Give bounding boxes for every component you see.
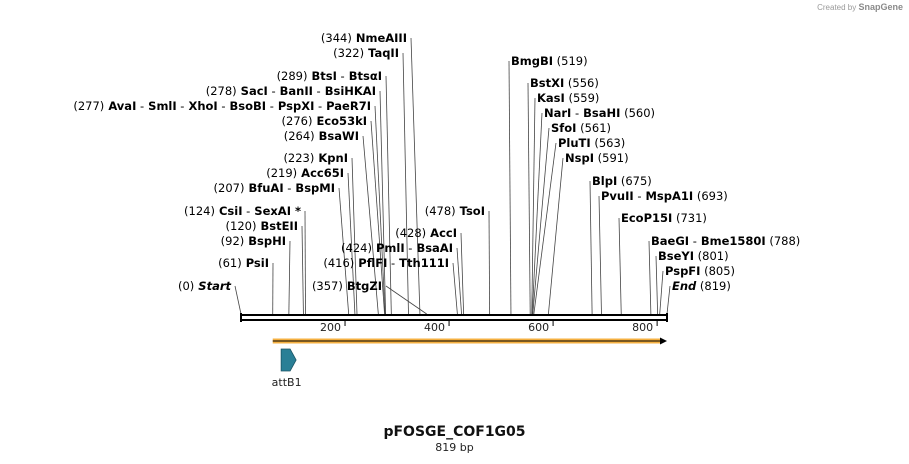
leader-line: [548, 157, 564, 315]
site-label-120-bsteii[interactable]: (120) BstEII: [226, 219, 298, 233]
leader-line: [452, 262, 458, 315]
credit-prefix: Created by: [817, 3, 857, 12]
site-label-nspi-591[interactable]: NspI (591): [565, 151, 629, 165]
leader-line: [385, 285, 427, 315]
site-label-219-acc65i[interactable]: (219) Acc65I: [266, 166, 344, 180]
leader-line: [234, 285, 242, 315]
site-label-124-csii-sexai[interactable]: (124) CsiI - SexAI *: [184, 204, 301, 218]
dna-backbone: 200 400 600 800: [240, 313, 668, 334]
site-label-0-start[interactable]: (0) Start: [178, 279, 232, 293]
ruler-tick-label: 200: [320, 321, 341, 334]
leader-line: [659, 270, 664, 315]
site-label-322-taqii[interactable]: (322) TaqII: [333, 46, 399, 60]
site-label-223-kpni[interactable]: (223) KpnI: [283, 151, 348, 165]
leader-line: [618, 217, 622, 315]
leader-line: [488, 210, 491, 315]
leader-line: [379, 90, 387, 315]
leader-line: [655, 255, 659, 315]
leader-line: [338, 187, 350, 315]
leader-line: [362, 135, 379, 315]
site-label-428-acci[interactable]: (428) AccI: [395, 226, 457, 240]
leader-line: [598, 195, 602, 315]
site-label-289-btsi-bts-i[interactable]: (289) BtsI - BtsαI: [277, 69, 382, 83]
site-label-bseyi-801[interactable]: BseYI (801): [658, 249, 729, 263]
site-label-416-pflfi-tth111i[interactable]: (416) PflFI - Tth111I: [323, 256, 449, 270]
leader-line: [385, 75, 392, 315]
ruler-tick-label: 400: [424, 321, 445, 334]
site-labels: (344) NmeAIII(322) TaqII (289) BtsI - Bts…: [73, 31, 800, 293]
site-label-end-819[interactable]: End (819): [672, 279, 731, 293]
site-label-kasi-559[interactable]: KasI (559): [537, 91, 599, 105]
site-label-pluti-563[interactable]: PluTI (563): [558, 136, 625, 150]
site-label-92-bsphi[interactable]: (92) BspHI: [221, 234, 286, 248]
plasmid-length: 819 bp: [435, 441, 474, 454]
site-label-ecop15i-731[interactable]: EcoP15I (731): [621, 211, 707, 225]
leader-line: [666, 285, 671, 315]
leader-line: [527, 82, 531, 315]
leader-line: [402, 52, 409, 315]
site-label-bmgbi-519[interactable]: BmgBI (519): [511, 54, 588, 68]
site-label-357-btgzi[interactable]: (357) BtgZI: [312, 279, 382, 293]
leader-line: [410, 37, 421, 315]
leader-line: [589, 180, 593, 315]
leader-line: [533, 142, 557, 315]
ruler-tick-label: 600: [528, 321, 549, 334]
plasmid-name: pFOSGE_COF1G05: [383, 424, 526, 440]
leader-line: [460, 232, 465, 315]
insert-feature-arrowhead: [660, 337, 667, 345]
site-label-pvuii-mspa1i-693[interactable]: PvuII - MspA1I (693): [601, 189, 728, 203]
attb1-feature-arrow[interactable]: [280, 348, 297, 372]
site-label-344-nmeaiii[interactable]: (344) NmeAIII: [321, 31, 407, 45]
site-label-nari-bsahi-560[interactable]: NarI - BsaHI (560): [544, 106, 655, 120]
leader-line: [351, 157, 358, 315]
leader-line: [374, 105, 386, 315]
site-leader-lines: [234, 37, 671, 315]
linear-plasmid-map: (344) NmeAIII(322) TaqII (289) BtsI - Bts…: [73, 31, 800, 389]
site-label-478-tsoi[interactable]: (478) TsoI: [425, 204, 485, 218]
site-label-276-eco53ki[interactable]: (276) Eco53kI: [282, 114, 367, 128]
site-label-baegi-bme1580i-788[interactable]: BaeGI - Bme1580I (788): [651, 234, 800, 248]
site-label-sfoi-561[interactable]: SfoI (561): [551, 121, 611, 135]
leader-line: [648, 240, 652, 315]
ruler-tick-label: 800: [632, 321, 653, 334]
leader-line: [370, 120, 385, 315]
leader-line: [347, 172, 356, 315]
site-label-264-bsawi[interactable]: (264) BsaWI: [284, 129, 359, 143]
site-label-61-psii[interactable]: (61) PsiI: [218, 256, 269, 270]
leader-line: [531, 97, 536, 315]
feature-track: attB1: [272, 337, 667, 389]
leader-line: [532, 127, 550, 315]
attb1-feature-label: attB1: [272, 376, 302, 389]
leader-line: [288, 240, 291, 315]
site-label-207-bfuai-bspmi[interactable]: (207) BfuAI - BspMI: [214, 181, 335, 195]
leader-line: [301, 225, 304, 315]
leader-line: [508, 60, 512, 315]
snapgene-credit: Created by SnapGene: [817, 2, 903, 12]
site-label-bstxi-556[interactable]: BstXI (556): [530, 76, 599, 90]
site-label-278-saci-banii-bsihkai[interactable]: (278) SacI - BanII - BsiHKAI: [206, 84, 376, 98]
site-label-424-pmli-bsaai[interactable]: (424) PmlI - BsaAI: [341, 241, 453, 255]
site-label-277-avai-smli-xhoi-bsobi-pspxi-paer7i[interactable]: (277) AvaI - SmlI - XhoI - BsoBI - PspXI…: [73, 99, 371, 113]
leader-line: [456, 247, 462, 315]
snapgene-logo: SnapGene: [858, 2, 903, 12]
site-label-pspfi-805[interactable]: PspFI (805): [665, 264, 735, 278]
site-label-blpi-675[interactable]: BlpI (675): [592, 174, 652, 188]
leader-line: [531, 112, 543, 315]
